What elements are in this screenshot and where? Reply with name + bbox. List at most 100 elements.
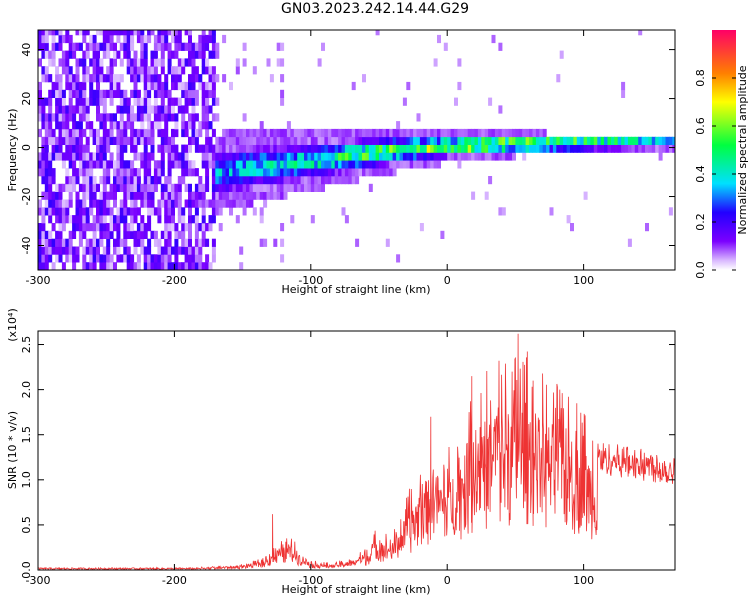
- heatmap-cell: [471, 191, 476, 200]
- heatmap-cell: [61, 34, 66, 44]
- heatmap-cell: [102, 254, 107, 263]
- heatmap-cell: [68, 74, 73, 83]
- heatmap-cell: [109, 223, 114, 232]
- heatmap-cell: [51, 113, 56, 122]
- heatmap-cell: [61, 66, 66, 75]
- heatmap-cell: [198, 121, 203, 130]
- heatmap-cell: [102, 34, 107, 44]
- snr-y-label: SNR (10 * v/v): [6, 411, 19, 489]
- heatmap-cell: [153, 105, 158, 114]
- heatmap-cell: [130, 223, 135, 232]
- heatmap-cell: [68, 215, 73, 224]
- heatmap-cell: [256, 152, 261, 161]
- heatmap-cell: [119, 215, 124, 224]
- heatmap-cell: [68, 176, 73, 185]
- heatmap-cell: [205, 105, 210, 114]
- heatmap-cell: [355, 152, 360, 161]
- heatmap-cell: [501, 128, 506, 138]
- heatmap-cell: [368, 183, 373, 192]
- heatmap-cell: [232, 152, 237, 161]
- heatmap-cell: [385, 168, 390, 177]
- heatmap-cell: [116, 128, 121, 138]
- heatmap-cell: [85, 136, 90, 145]
- heatmap-cell: [96, 152, 100, 161]
- heatmap-cell: [55, 105, 60, 114]
- heatmap-cell: [621, 136, 626, 145]
- heatmap-cell: [668, 136, 673, 145]
- x-tick-label: -300: [26, 574, 51, 587]
- heatmap-cell: [225, 128, 230, 138]
- heatmap-cell: [106, 144, 111, 153]
- heatmap-cell: [297, 176, 302, 185]
- heatmap-cell: [85, 121, 90, 130]
- heatmap-cell: [116, 34, 121, 44]
- heatmap-cell: [126, 30, 131, 36]
- heatmap-cell: [153, 254, 158, 263]
- heatmap-cell: [123, 191, 128, 200]
- heatmap-cell: [143, 199, 148, 208]
- heatmap-cell: [123, 176, 128, 185]
- heatmap-cell: [447, 136, 452, 145]
- heatmap-cell: [443, 136, 448, 145]
- heatmap-cell: [300, 183, 305, 192]
- heatmap-cell: [48, 97, 53, 106]
- heatmap-cell: [68, 42, 73, 51]
- heatmap-cell: [75, 144, 80, 153]
- heatmap-cell: [327, 152, 332, 161]
- heatmap-cell: [218, 199, 223, 208]
- heatmap-cell: [300, 176, 305, 185]
- heatmap-cell: [304, 183, 308, 192]
- snr-panel: -300 -200 -100 0 100 0.00.51.01.52.02.5 Heig…: [6, 308, 676, 596]
- heatmap-cell: [136, 207, 141, 216]
- heatmap-cell: [130, 262, 135, 270]
- heatmap-cell: [406, 136, 411, 145]
- heatmap-cell: [529, 136, 533, 145]
- heatmap-cell: [372, 144, 377, 153]
- heatmap-cell: [136, 168, 141, 177]
- heatmap-cell: [177, 215, 182, 224]
- heatmap-cell: [375, 30, 380, 36]
- heatmap-cell: [160, 230, 165, 239]
- heatmap-cell: [205, 183, 210, 192]
- heatmap-cell: [222, 176, 227, 185]
- heatmap-cell: [188, 144, 192, 153]
- heatmap-cell: [239, 199, 244, 208]
- heatmap-cell: [266, 152, 271, 161]
- heatmap-cell: [147, 113, 152, 122]
- heatmap-cell: [181, 262, 186, 270]
- heatmap-cell: [351, 160, 356, 169]
- snr-y-scale-label: (x10⁴): [6, 308, 19, 342]
- heatmap-cell: [44, 30, 49, 36]
- heatmap-cell: [116, 105, 121, 114]
- heatmap-cell: [304, 152, 308, 161]
- heatmap-cell: [235, 191, 240, 200]
- heatmap-cell: [525, 144, 530, 153]
- heatmap-cell: [157, 199, 162, 208]
- heatmap-cell: [153, 176, 158, 185]
- heatmap-cell: [201, 262, 206, 270]
- heatmap-cell: [191, 42, 196, 51]
- heatmap-cell: [41, 74, 46, 83]
- heatmap-cell: [518, 144, 523, 153]
- heatmap-cell: [99, 136, 104, 145]
- heatmap-cell: [136, 58, 141, 67]
- heatmap-cell: [99, 30, 104, 36]
- snr-series: [38, 333, 675, 570]
- heatmap-cell: [232, 136, 237, 145]
- heatmap-cell: [38, 128, 42, 138]
- heatmap-cell: [440, 144, 445, 153]
- heatmap-cell: [48, 238, 53, 247]
- heatmap-cell: [133, 50, 138, 59]
- heatmap-cell: [150, 128, 155, 138]
- heatmap-cell: [191, 105, 196, 114]
- heatmap-cell: [157, 74, 162, 83]
- heatmap-cell: [542, 128, 547, 138]
- heatmap-cell: [157, 89, 162, 98]
- heatmap-cell: [505, 128, 510, 138]
- heatmap-cell: [55, 183, 60, 192]
- heatmap-cell: [488, 97, 493, 106]
- heatmap-cell: [96, 42, 100, 51]
- heatmap-cell: [256, 136, 261, 145]
- heatmap-cell: [55, 42, 60, 51]
- heatmap-cell: [484, 152, 489, 161]
